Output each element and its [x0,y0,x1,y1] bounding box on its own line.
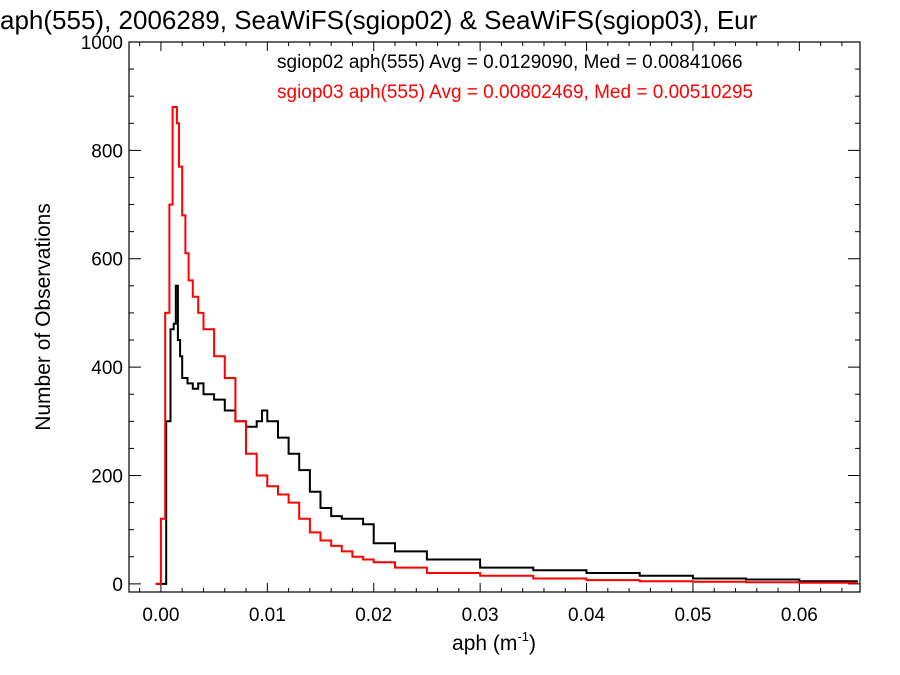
x-axis-label-superscript: -1 [517,629,529,644]
y-axis-label: Number of Observations [32,203,55,431]
x-tick-label: 0.03 [462,605,499,626]
x-axis: 0.00 0.01 0.02 0.03 0.04 0.05 0.06 [139,42,843,626]
y-tick-label: 800 [91,141,123,162]
x-axis-label: aph (m-1) [452,629,536,655]
series-line-sgiop03 [155,106,858,585]
y-tick-label: 1000 [81,33,123,54]
y-tick-label: 0 [112,575,123,596]
x-tick-label: 0.06 [781,605,818,626]
x-tick-label: 0.02 [355,605,392,626]
x-tick-label: 0.05 [674,605,711,626]
y-tick-label: 400 [91,358,123,379]
legend-entry-sgiop02: sgiop02 aph(555) Avg = 0.0129090, Med = … [277,52,743,73]
y-tick-label: 200 [91,466,123,487]
plot-series [155,106,858,585]
legend-entry-sgiop03: sgiop03 aph(555) Avg = 0.00802469, Med =… [277,82,753,103]
x-axis-label-close: ) [529,632,536,655]
x-axis-label-main: aph (m [452,632,517,655]
series-line-sgiop02 [155,284,858,585]
y-tick-label: 600 [91,250,123,271]
x-tick-label: 0.00 [142,605,179,626]
x-tick-label: 0.01 [249,605,286,626]
chart-title: aph(555), 2006289, SeaWiFS(sgiop02) & Se… [0,5,758,35]
y-axis: 0 200 400 600 800 1000 [81,33,860,596]
plot-frame [128,41,861,593]
x-tick-label: 0.04 [568,605,605,626]
